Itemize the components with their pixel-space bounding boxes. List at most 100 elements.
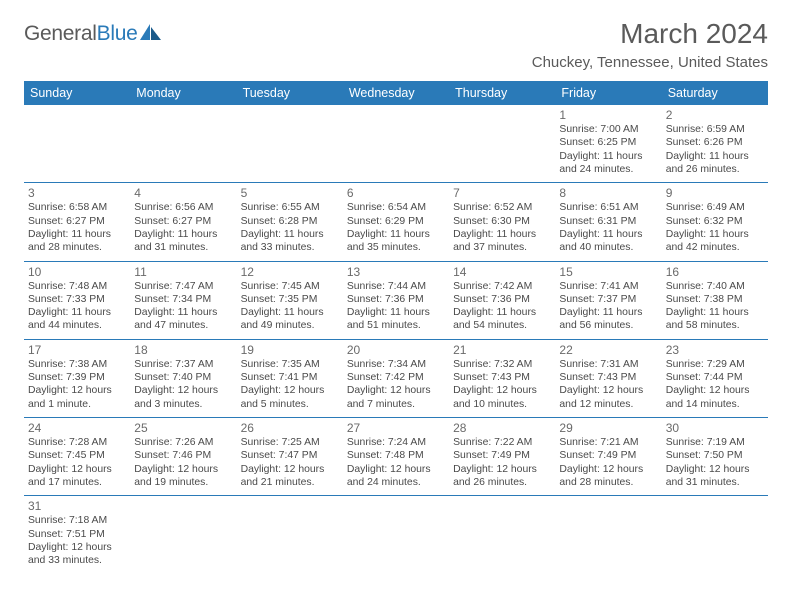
calendar-day: 20Sunrise: 7:34 AMSunset: 7:42 PMDayligh…	[343, 339, 449, 417]
day-info: Sunrise: 7:37 AMSunset: 7:40 PMDaylight:…	[134, 358, 232, 411]
info-line: and 28 minutes.	[28, 241, 126, 254]
info-line: and 33 minutes.	[241, 241, 339, 254]
day-number: 18	[134, 343, 232, 357]
info-line: Sunrise: 7:21 AM	[559, 436, 657, 449]
day-number: 13	[347, 265, 445, 279]
info-line: Sunrise: 6:55 AM	[241, 201, 339, 214]
day-number: 12	[241, 265, 339, 279]
calendar-day: 13Sunrise: 7:44 AMSunset: 7:36 PMDayligh…	[343, 261, 449, 339]
info-line: Sunset: 7:41 PM	[241, 371, 339, 384]
day-info: Sunrise: 6:51 AMSunset: 6:31 PMDaylight:…	[559, 201, 657, 254]
day-info: Sunrise: 7:26 AMSunset: 7:46 PMDaylight:…	[134, 436, 232, 489]
day-number: 19	[241, 343, 339, 357]
info-line: Daylight: 12 hours	[559, 384, 657, 397]
info-line: Sunrise: 6:58 AM	[28, 201, 126, 214]
info-line: Sunset: 7:46 PM	[134, 449, 232, 462]
info-line: Sunrise: 7:34 AM	[347, 358, 445, 371]
day-number: 26	[241, 421, 339, 435]
day-info: Sunrise: 7:35 AMSunset: 7:41 PMDaylight:…	[241, 358, 339, 411]
info-line: Sunrise: 7:18 AM	[28, 514, 126, 527]
info-line: Sunset: 7:33 PM	[28, 293, 126, 306]
info-line: Daylight: 12 hours	[241, 384, 339, 397]
info-line: and 19 minutes.	[134, 476, 232, 489]
info-line: Sunset: 7:44 PM	[666, 371, 764, 384]
calendar-week: 3Sunrise: 6:58 AMSunset: 6:27 PMDaylight…	[24, 183, 768, 261]
info-line: Sunset: 7:51 PM	[28, 528, 126, 541]
info-line: Sunrise: 7:24 AM	[347, 436, 445, 449]
info-line: Daylight: 11 hours	[559, 228, 657, 241]
day-info: Sunrise: 6:58 AMSunset: 6:27 PMDaylight:…	[28, 201, 126, 254]
sail-icon	[140, 24, 162, 42]
day-number: 29	[559, 421, 657, 435]
info-line: Daylight: 12 hours	[347, 463, 445, 476]
info-line: Sunrise: 7:41 AM	[559, 280, 657, 293]
logo-text-1: General	[24, 22, 97, 46]
info-line: Sunset: 7:36 PM	[453, 293, 551, 306]
info-line: Sunset: 7:49 PM	[559, 449, 657, 462]
info-line: Sunrise: 6:51 AM	[559, 201, 657, 214]
day-number: 16	[666, 265, 764, 279]
calendar-day: 27Sunrise: 7:24 AMSunset: 7:48 PMDayligh…	[343, 418, 449, 496]
day-info: Sunrise: 6:54 AMSunset: 6:29 PMDaylight:…	[347, 201, 445, 254]
info-line: and 58 minutes.	[666, 319, 764, 332]
calendar-day: 28Sunrise: 7:22 AMSunset: 7:49 PMDayligh…	[449, 418, 555, 496]
info-line: and 33 minutes.	[28, 554, 126, 567]
info-line: Sunset: 6:29 PM	[347, 215, 445, 228]
info-line: Sunrise: 6:59 AM	[666, 123, 764, 136]
day-number: 7	[453, 186, 551, 200]
info-line: and 26 minutes.	[666, 163, 764, 176]
day-header: Saturday	[662, 81, 768, 105]
info-line: Daylight: 12 hours	[559, 463, 657, 476]
calendar-blank	[130, 496, 236, 574]
day-number: 17	[28, 343, 126, 357]
day-info: Sunrise: 7:32 AMSunset: 7:43 PMDaylight:…	[453, 358, 551, 411]
info-line: Daylight: 11 hours	[28, 306, 126, 319]
info-line: and 14 minutes.	[666, 398, 764, 411]
day-header: Tuesday	[237, 81, 343, 105]
day-header: Wednesday	[343, 81, 449, 105]
day-header: Thursday	[449, 81, 555, 105]
info-line: Daylight: 11 hours	[453, 306, 551, 319]
day-number: 15	[559, 265, 657, 279]
calendar-day: 26Sunrise: 7:25 AMSunset: 7:47 PMDayligh…	[237, 418, 343, 496]
info-line: Sunrise: 6:52 AM	[453, 201, 551, 214]
calendar-day: 30Sunrise: 7:19 AMSunset: 7:50 PMDayligh…	[662, 418, 768, 496]
location: Chuckey, Tennessee, United States	[532, 54, 768, 71]
info-line: and 12 minutes.	[559, 398, 657, 411]
info-line: Sunrise: 7:47 AM	[134, 280, 232, 293]
info-line: and 1 minute.	[28, 398, 126, 411]
day-number: 10	[28, 265, 126, 279]
calendar-day: 2Sunrise: 6:59 AMSunset: 6:26 PMDaylight…	[662, 105, 768, 183]
calendar-day: 12Sunrise: 7:45 AMSunset: 7:35 PMDayligh…	[237, 261, 343, 339]
day-info: Sunrise: 7:47 AMSunset: 7:34 PMDaylight:…	[134, 280, 232, 333]
calendar-day: 8Sunrise: 6:51 AMSunset: 6:31 PMDaylight…	[555, 183, 661, 261]
info-line: Daylight: 11 hours	[241, 228, 339, 241]
info-line: Sunset: 6:30 PM	[453, 215, 551, 228]
day-info: Sunrise: 7:28 AMSunset: 7:45 PMDaylight:…	[28, 436, 126, 489]
calendar-blank	[449, 496, 555, 574]
info-line: Sunrise: 7:26 AM	[134, 436, 232, 449]
calendar-day: 24Sunrise: 7:28 AMSunset: 7:45 PMDayligh…	[24, 418, 130, 496]
info-line: Daylight: 12 hours	[134, 463, 232, 476]
calendar-day: 29Sunrise: 7:21 AMSunset: 7:49 PMDayligh…	[555, 418, 661, 496]
day-number: 28	[453, 421, 551, 435]
info-line: and 49 minutes.	[241, 319, 339, 332]
calendar-blank	[237, 105, 343, 183]
info-line: Sunset: 7:35 PM	[241, 293, 339, 306]
day-number: 1	[559, 108, 657, 122]
info-line: Sunset: 7:50 PM	[666, 449, 764, 462]
day-info: Sunrise: 6:56 AMSunset: 6:27 PMDaylight:…	[134, 201, 232, 254]
day-info: Sunrise: 7:45 AMSunset: 7:35 PMDaylight:…	[241, 280, 339, 333]
info-line: and 35 minutes.	[347, 241, 445, 254]
info-line: Sunset: 7:48 PM	[347, 449, 445, 462]
day-number: 27	[347, 421, 445, 435]
info-line: Daylight: 11 hours	[134, 228, 232, 241]
day-number: 31	[28, 499, 126, 513]
day-number: 11	[134, 265, 232, 279]
info-line: Sunset: 7:36 PM	[347, 293, 445, 306]
info-line: Sunrise: 7:42 AM	[453, 280, 551, 293]
info-line: Sunrise: 6:49 AM	[666, 201, 764, 214]
info-line: and 44 minutes.	[28, 319, 126, 332]
info-line: Sunrise: 7:29 AM	[666, 358, 764, 371]
calendar-blank	[24, 105, 130, 183]
